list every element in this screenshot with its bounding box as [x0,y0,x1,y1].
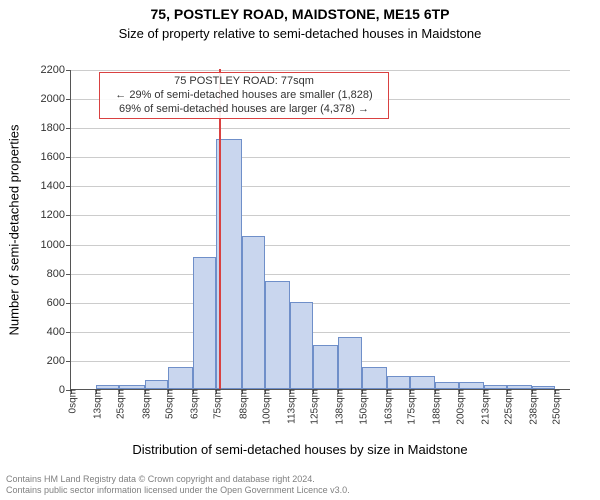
page-subtitle: Size of property relative to semi-detach… [0,26,600,41]
histogram-bar [193,257,216,389]
annotation-line: ← 29% of semi-detached houses are smalle… [106,89,382,103]
histogram-bar [338,337,361,389]
annotation-line: 69% of semi-detached houses are larger (… [106,103,382,117]
footer-line-1: Contains HM Land Registry data © Crown c… [6,474,315,484]
footer-attribution: Contains HM Land Registry data © Crown c… [6,474,594,496]
xtick-label: 250sqm [548,389,563,425]
xtick-label: 163sqm [379,389,394,425]
ytick-label: 1800 [41,122,71,134]
gridline [71,303,570,304]
xtick-label: 225sqm [500,389,515,425]
xtick-label: 88sqm [234,389,249,419]
histogram-bar [362,367,387,389]
xtick-label: 188sqm [428,389,443,425]
annotation-box: 75 POSTLEY ROAD: 77sqm← 29% of semi-deta… [99,72,389,119]
y-axis-title: Number of semi-detached properties [7,125,22,336]
ytick-label: 600 [47,297,71,309]
histogram-bar [168,367,193,389]
annotation-line: 75 POSTLEY ROAD: 77sqm [106,75,382,89]
histogram-bar [410,376,435,389]
ytick-label: 2000 [41,93,71,105]
ytick-label: 1400 [41,180,71,192]
gridline [71,128,570,129]
histogram-bar [507,385,532,389]
xtick-label: 125sqm [306,389,321,425]
xtick-label: 0sqm [64,389,79,413]
xtick-label: 100sqm [257,389,272,425]
ytick-label: 400 [47,326,71,338]
xtick-label: 38sqm [137,389,152,419]
xtick-label: 63sqm [186,389,201,419]
ytick-label: 800 [47,268,71,280]
xtick-label: 113sqm [282,389,297,424]
ytick-label: 1200 [41,209,71,221]
gridline [71,245,570,246]
gridline [71,274,570,275]
xtick-label: 238sqm [525,389,540,425]
histogram-bar [484,385,507,389]
histogram-bar [145,380,168,389]
gridline [71,215,570,216]
ytick-label: 1000 [41,239,71,251]
histogram-bar [265,281,290,389]
ytick-label: 1600 [41,151,71,163]
histogram-bar [119,385,144,389]
histogram-plot: 0200400600800100012001400160018002000220… [70,70,570,390]
x-axis-title: Distribution of semi-detached houses by … [0,442,600,457]
histogram-bar [459,382,484,389]
histogram-bar [387,376,410,389]
histogram-bar [313,345,338,389]
xtick-label: 150sqm [354,389,369,425]
gridline [71,186,570,187]
xtick-label: 213sqm [476,389,491,425]
xtick-label: 138sqm [331,389,346,425]
xtick-label: 13sqm [89,389,104,419]
xtick-label: 175sqm [403,389,418,425]
histogram-bar [532,386,555,389]
histogram-bar [242,236,265,389]
page-title: 75, POSTLEY ROAD, MAIDSTONE, ME15 6TP [0,6,600,22]
histogram-bar [290,302,313,389]
ytick-label: 200 [47,355,71,367]
gridline [71,332,570,333]
histogram-bar [435,382,458,389]
xtick-label: 200sqm [451,389,466,425]
gridline [71,157,570,158]
chart-container: 75, POSTLEY ROAD, MAIDSTONE, ME15 6TP Si… [0,0,600,500]
xtick-label: 25sqm [112,389,127,419]
ytick-label: 2200 [41,64,71,76]
histogram-bar [96,385,119,389]
xtick-label: 75sqm [209,389,224,419]
xtick-label: 50sqm [160,389,175,419]
gridline [71,70,570,71]
footer-line-2: Contains public sector information licen… [6,485,350,495]
